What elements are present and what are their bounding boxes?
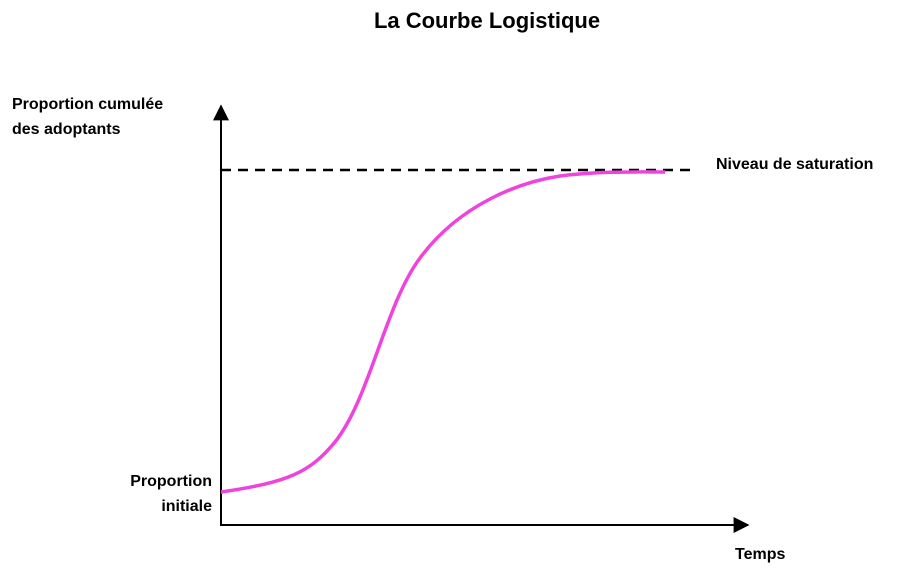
title: La Courbe Logistique — [374, 8, 600, 33]
y-axis-label: Proportion cumulée — [12, 96, 163, 113]
initial-label: initiale — [161, 498, 212, 515]
y-axis-label: des adoptants — [12, 121, 121, 138]
x-axis-label: Temps — [735, 546, 785, 563]
initial-label: Proportion — [130, 473, 212, 490]
saturation-label: Niveau de saturation — [716, 156, 873, 173]
logistic-curve — [220, 170, 666, 494]
